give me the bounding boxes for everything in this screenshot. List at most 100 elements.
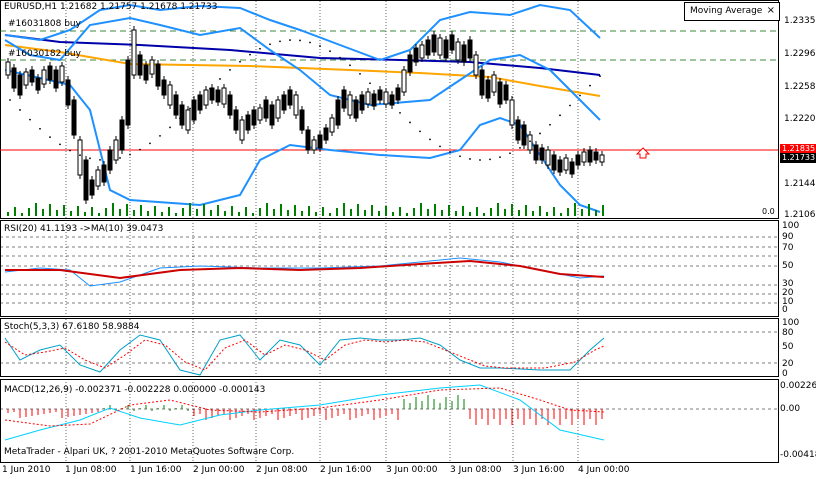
candle-body bbox=[11, 67, 17, 89]
candle-body bbox=[323, 127, 329, 141]
sar-dot bbox=[459, 155, 461, 158]
candle-body bbox=[341, 89, 347, 109]
time-axis-label: 1 Jun 16:00 bbox=[130, 465, 182, 475]
candle-body bbox=[179, 104, 185, 126]
candle-body bbox=[161, 79, 167, 96]
macd-scale-label: -0.00418 bbox=[780, 450, 816, 460]
candle-body bbox=[539, 147, 545, 161]
candle-body bbox=[329, 117, 335, 133]
candle-body bbox=[131, 29, 137, 76]
candle-body bbox=[245, 114, 251, 131]
candle-body bbox=[335, 99, 341, 126]
candle-body bbox=[143, 64, 149, 81]
stoch-scale-label: 20 bbox=[782, 359, 794, 369]
rsi-scale-label: 100 bbox=[782, 221, 800, 231]
stoch-main-line bbox=[4, 334, 605, 376]
sar-dot bbox=[349, 64, 351, 67]
candle-body bbox=[281, 94, 287, 111]
candle-body bbox=[89, 179, 95, 196]
candle-body bbox=[455, 41, 461, 61]
candle-body bbox=[413, 47, 419, 63]
candle-body bbox=[509, 99, 515, 126]
candle-body bbox=[395, 87, 401, 101]
sar-dot bbox=[149, 142, 151, 145]
candle-body bbox=[431, 34, 437, 53]
candle-body bbox=[173, 94, 179, 116]
candle-body bbox=[275, 99, 281, 119]
sar-dot bbox=[369, 82, 371, 85]
rsi-title: RSI(20) 41.1193 ->MA(10) 39.0473 bbox=[4, 224, 164, 234]
macd-title: MACD(12,26,9) -0.002371 -0.002228 0.0000… bbox=[4, 385, 266, 395]
moving-average-indicator-box[interactable]: Moving Average × bbox=[684, 2, 780, 21]
candle-body bbox=[317, 134, 323, 149]
candle-body bbox=[599, 154, 605, 163]
candle-body bbox=[449, 34, 455, 51]
rsi-scale-label: 30 bbox=[782, 279, 794, 289]
rsi-line bbox=[4, 257, 605, 287]
ask-price-tag: 1.21835 bbox=[780, 144, 816, 154]
sar-dot bbox=[119, 157, 121, 159]
candle-body bbox=[473, 54, 479, 76]
sar-dot bbox=[49, 136, 51, 139]
close-icon[interactable]: × bbox=[766, 5, 775, 16]
candle-body bbox=[23, 71, 29, 86]
sar-dot bbox=[449, 151, 451, 153]
order-label-1: #16031808 buy bbox=[8, 19, 81, 29]
rsi-scale-label: 20 bbox=[782, 288, 794, 298]
sar-dot bbox=[399, 112, 401, 114]
candle-body bbox=[497, 81, 503, 105]
sar-dot bbox=[339, 56, 341, 59]
rsi-scale-label: 50 bbox=[782, 261, 794, 271]
sar-dot bbox=[279, 40, 281, 43]
sar-dot bbox=[359, 73, 361, 75]
sar-dot bbox=[559, 114, 561, 117]
sar-dot bbox=[229, 69, 231, 71]
price-scale-label: 1.21060 bbox=[784, 210, 816, 220]
sar-dot bbox=[319, 45, 321, 47]
price-scale-label: 1.22200 bbox=[784, 114, 816, 124]
candle-body bbox=[443, 39, 449, 59]
candle-body bbox=[479, 69, 485, 96]
sar-dot bbox=[509, 152, 511, 155]
price-scale-label: 1.21440 bbox=[784, 179, 816, 189]
candle-body bbox=[29, 69, 35, 83]
time-axis-label: 3 Jun 08:00 bbox=[450, 465, 502, 475]
sar-dot bbox=[19, 109, 21, 111]
candle-body bbox=[533, 144, 539, 161]
candle-body bbox=[305, 129, 311, 151]
candle-body bbox=[419, 44, 425, 59]
candle-body bbox=[257, 107, 263, 121]
candle-body bbox=[59, 65, 65, 83]
time-axis-label: 3 Jun 16:00 bbox=[513, 465, 565, 475]
candle-body bbox=[581, 151, 587, 163]
candle-body bbox=[437, 37, 443, 56]
candle-body bbox=[215, 89, 221, 103]
sar-dot bbox=[39, 127, 41, 130]
sar-dot bbox=[379, 92, 381, 94]
candle-body bbox=[377, 89, 383, 101]
slow-ma-line bbox=[4, 34, 601, 76]
rsi-panel-frame bbox=[0, 220, 779, 317]
candle-body bbox=[191, 99, 197, 121]
order-label-2: #16030182 buy bbox=[8, 49, 81, 59]
candle-body bbox=[149, 59, 155, 75]
candle-body bbox=[593, 151, 599, 161]
candle-body bbox=[35, 77, 41, 91]
bollinger-mid bbox=[4, 16, 601, 121]
time-axis-label: 1 Jun 08:00 bbox=[65, 465, 117, 475]
candle-body bbox=[227, 94, 233, 116]
candle-body bbox=[185, 109, 191, 131]
sar-dot bbox=[309, 41, 311, 44]
sar-dot bbox=[489, 158, 491, 161]
candle-body bbox=[425, 39, 431, 56]
candle-body bbox=[83, 159, 89, 201]
candle-body bbox=[587, 149, 593, 163]
candle-body bbox=[527, 134, 533, 151]
candle-body bbox=[311, 139, 317, 151]
volume-label: 0.0 bbox=[762, 207, 775, 216]
rsi-scale-label: 10 bbox=[782, 297, 794, 307]
candle-body bbox=[389, 94, 395, 106]
time-axis-label: 4 Jun 00:00 bbox=[578, 465, 630, 475]
